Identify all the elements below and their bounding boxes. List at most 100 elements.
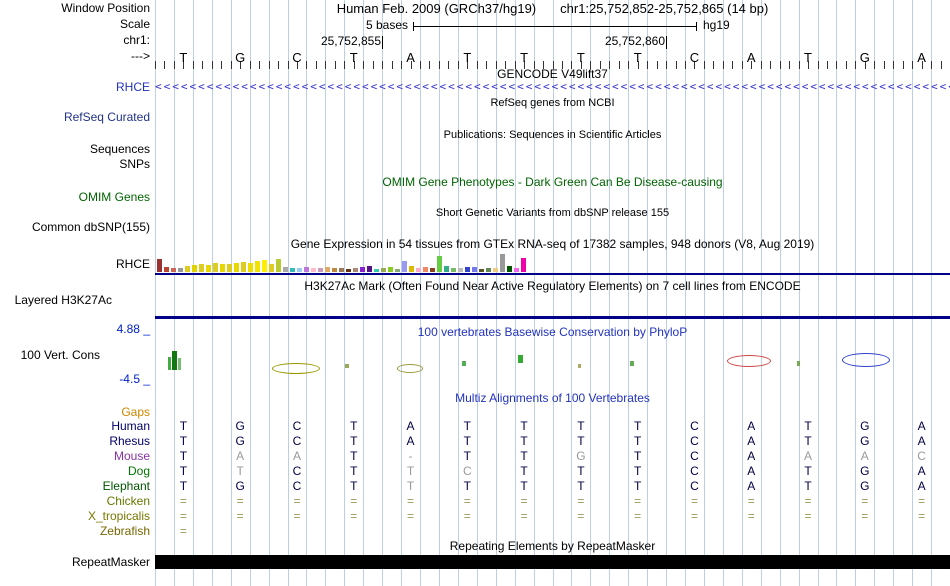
ruler-tick bbox=[590, 61, 592, 69]
gtex-expression-bars[interactable] bbox=[157, 252, 577, 272]
coord-right: 25,752,860 bbox=[604, 34, 665, 48]
multiz-species-label-human[interactable]: Human bbox=[111, 419, 150, 433]
gtex-bar bbox=[402, 261, 407, 272]
multiz-row-x_tropicalis[interactable]: = = = = = = = = = = = = = = bbox=[0, 510, 950, 525]
gencode-strand-row[interactable]: <<<<<<<<<<<<<<<<<<<<<<<<<<<<<<<<<<<<<<<<… bbox=[155, 81, 950, 93]
align-base: - bbox=[408, 449, 413, 463]
align-base: = bbox=[407, 509, 415, 523]
align-base: G bbox=[860, 434, 870, 448]
align-base: A bbox=[406, 419, 415, 433]
window-position-label: Window Position bbox=[61, 1, 150, 15]
ruler-tick bbox=[221, 61, 223, 69]
gridline bbox=[192, 0, 194, 586]
track-label-gencode-rhce[interactable]: RHCE bbox=[115, 80, 150, 94]
align-base: = bbox=[179, 494, 187, 508]
multiz-gaps-label[interactable]: Gaps bbox=[121, 405, 150, 419]
track-title-multiz[interactable]: Multiz Alignments of 100 Vertebrates bbox=[455, 391, 650, 405]
ruler-tick bbox=[685, 61, 686, 69]
multiz-row-zebrafish[interactable]: = bbox=[0, 525, 950, 540]
gridline bbox=[382, 0, 384, 586]
multiz-row-chicken[interactable]: = = = = = = = = = = = = = = bbox=[0, 495, 950, 510]
multiz-species-label-dog[interactable]: Dog bbox=[127, 464, 150, 478]
ruler-tick bbox=[609, 61, 611, 69]
gridline bbox=[211, 0, 213, 586]
track-label-repeatmasker[interactable]: RepeatMasker bbox=[71, 555, 150, 569]
align-base: G bbox=[860, 479, 870, 493]
multiz-species-label-rhesus[interactable]: Rhesus bbox=[109, 434, 150, 448]
ruler-tick bbox=[779, 61, 781, 69]
multiz-species-label-x_tropicalis[interactable]: X_tropicalis bbox=[87, 509, 150, 523]
gtex-bar bbox=[465, 267, 470, 272]
align-base: G bbox=[235, 419, 245, 433]
gtex-bar bbox=[248, 263, 253, 272]
gtex-bar bbox=[199, 264, 204, 272]
phylop-axis-max: 4.88 _ bbox=[116, 322, 150, 336]
track-title-gencode[interactable]: GENCODE V49lift37 bbox=[497, 67, 608, 81]
ruler-tick bbox=[372, 61, 374, 69]
align-base: = bbox=[520, 509, 528, 523]
track-title-repeatmasker[interactable]: Repeating Elements by RepeatMasker bbox=[449, 539, 656, 553]
track-title-publications[interactable]: Publications: Sequences in Scientific Ar… bbox=[443, 129, 662, 141]
align-base: T bbox=[179, 419, 188, 433]
track-label-phylop[interactable]: 100 Vert. Cons bbox=[20, 348, 100, 362]
align-base: = bbox=[634, 494, 642, 508]
multiz-species-label-zebrafish[interactable]: Zebrafish bbox=[99, 524, 150, 538]
multiz-species-label-chicken[interactable]: Chicken bbox=[106, 494, 150, 508]
align-base: C bbox=[690, 419, 699, 433]
track-label-gtex-rhce[interactable]: RHCE bbox=[115, 257, 150, 271]
track-title-omim[interactable]: OMIM Gene Phenotypes - Dark Green Can Be… bbox=[382, 175, 723, 189]
align-base: A bbox=[747, 434, 756, 448]
align-base: T bbox=[520, 449, 528, 463]
ruler-tick bbox=[637, 61, 639, 69]
track-title-phylop[interactable]: 100 vertebrates Basewise Conservation by… bbox=[417, 325, 688, 339]
track-label-refseq[interactable]: RefSeq Curated bbox=[63, 110, 150, 124]
assembly-title: Human Feb. 2009 (GRCh37/hg19) bbox=[336, 1, 537, 16]
track-label-h3k27ac[interactable]: Layered H3K27Ac bbox=[14, 293, 112, 307]
track-label-omim[interactable]: OMIM Genes bbox=[78, 190, 150, 204]
align-base: = bbox=[293, 494, 301, 508]
strand-indicator: ---> bbox=[131, 49, 150, 63]
ruler-tick bbox=[817, 61, 819, 69]
track-title-h3k27ac[interactable]: H3K27Ac Mark (Often Found Near Active Re… bbox=[304, 279, 801, 293]
multiz-species-label-elephant[interactable]: Elephant bbox=[102, 479, 150, 493]
track-label-dbsnp[interactable]: Common dbSNP(155) bbox=[31, 220, 150, 234]
base-letter: T bbox=[576, 50, 585, 65]
track-title-refseq[interactable]: RefSeq genes from NCBI bbox=[490, 97, 615, 109]
base-letter: T bbox=[633, 50, 642, 65]
ruler-tick bbox=[561, 61, 563, 69]
gridline bbox=[779, 0, 781, 586]
align-base: = bbox=[236, 509, 244, 523]
align-base: A bbox=[917, 479, 926, 493]
base-letter: T bbox=[804, 50, 813, 65]
phylop-mark bbox=[842, 353, 890, 367]
track-title-dbsnp[interactable]: Short Genetic Variants from dbSNP releas… bbox=[435, 207, 670, 219]
track-label-sequences[interactable]: Sequences bbox=[89, 142, 150, 156]
repeatmasker-bar[interactable] bbox=[155, 555, 950, 569]
multiz-species-label-mouse[interactable]: Mouse bbox=[113, 449, 150, 463]
gridline bbox=[495, 0, 497, 586]
ruler-tick bbox=[647, 61, 649, 69]
track-label-snps[interactable]: SNPs bbox=[119, 157, 150, 171]
phylop-mark bbox=[630, 361, 634, 366]
align-base: = bbox=[350, 494, 358, 508]
align-base: C bbox=[462, 464, 472, 478]
gtex-bar bbox=[444, 266, 449, 272]
ruler-tick bbox=[628, 61, 630, 69]
ruler-tick bbox=[533, 61, 535, 69]
ruler-tick bbox=[703, 61, 705, 69]
track-title-gtex[interactable]: Gene Expression in 54 tissues from GTEx … bbox=[290, 237, 815, 251]
phylop-mark bbox=[272, 363, 320, 374]
ruler-tick bbox=[164, 61, 166, 69]
gtex-bar bbox=[451, 268, 456, 272]
phylop-mark bbox=[797, 361, 800, 366]
ruler-tick bbox=[808, 61, 810, 69]
ruler-tick bbox=[382, 61, 384, 69]
ruler-tick bbox=[315, 61, 317, 69]
align-base: A bbox=[406, 434, 415, 448]
